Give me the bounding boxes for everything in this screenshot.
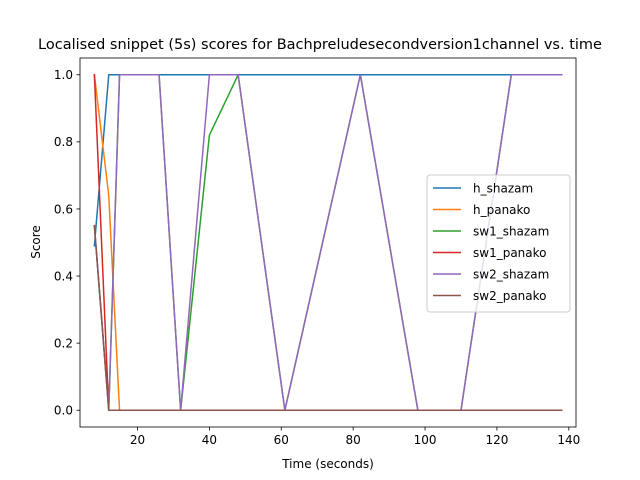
legend-label-sw1-panako: sw1_panako: [473, 246, 547, 260]
x-tick-label: 80: [346, 433, 361, 447]
chart-title: Localised snippet (5s) scores for Bachpr…: [38, 37, 602, 53]
x-axis-title: Time (seconds): [281, 457, 374, 471]
y-tick-label: 0.4: [54, 269, 73, 283]
y-tick-label: 0.8: [54, 135, 73, 149]
legend: h_shazam h_panako sw1_shazam sw1_panako sw2_…: [426, 174, 571, 313]
x-tick-label: 60: [274, 433, 289, 447]
legend-label-sw2-shazam: sw2_shazam: [473, 267, 549, 281]
y-tick-label: 1.0: [54, 68, 73, 82]
legend-label-h-panako: h_panako: [473, 203, 530, 217]
legend-box: [426, 174, 571, 313]
legend-label-h-shazam: h_shazam: [473, 181, 533, 195]
axes-frame: [79, 57, 577, 428]
x-tick-label: 140: [557, 433, 580, 447]
x-tick-label: 40: [202, 433, 217, 447]
y-tick-label: 0.2: [54, 336, 73, 350]
y-axis-title: Score: [29, 225, 43, 259]
y-tick-label: 0.6: [54, 202, 73, 216]
x-tick-label: 20: [130, 433, 145, 447]
x-tick-label: 100: [414, 433, 437, 447]
x-tick-label: 120: [485, 433, 508, 447]
legend-label-sw2-panako: sw2_panako: [473, 289, 547, 303]
plot-area: 20 40 60 80 100 120 140 0.0 0.2 0.4 0.6 0.8 1.0: [54, 57, 580, 447]
series-line-sw2-panako: [93, 224, 563, 411]
y-tick-label: 0.0: [54, 404, 73, 418]
legend-label-sw1-shazam: sw1_shazam: [473, 224, 549, 238]
